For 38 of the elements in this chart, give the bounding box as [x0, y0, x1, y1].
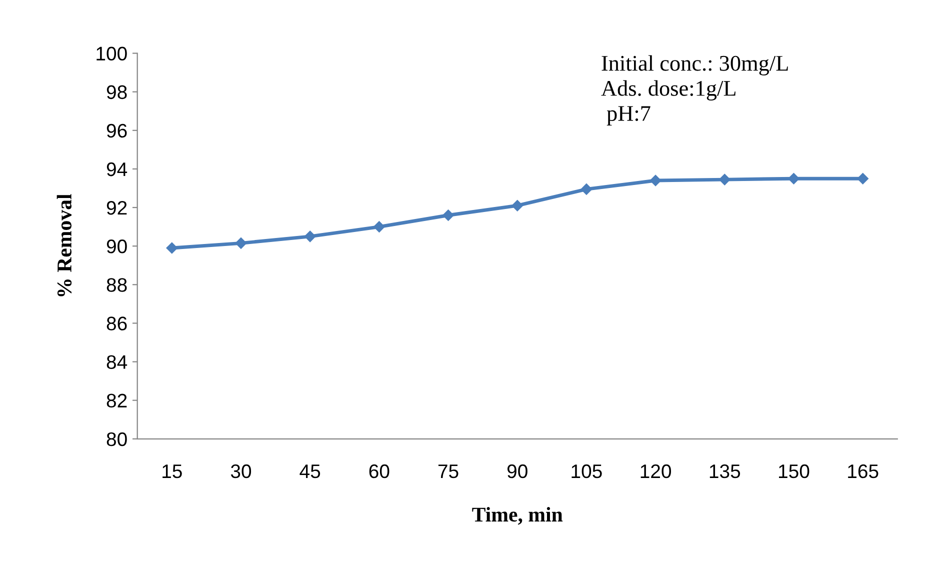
x-tick-label: 75 — [438, 464, 458, 478]
x-tick-label: 30 — [230, 464, 252, 478]
y-tick-label: 90 — [106, 240, 127, 254]
y-tick-label: 92 — [106, 200, 127, 215]
point — [857, 172, 868, 184]
point — [304, 230, 316, 242]
x-tick-label: 105 — [572, 464, 602, 478]
point — [650, 174, 662, 186]
point — [512, 200, 523, 212]
x-tick-label: 90 — [507, 464, 528, 478]
point — [788, 172, 800, 184]
y-tick-label: 94 — [106, 162, 128, 176]
x-tick-label: 150 — [779, 464, 810, 478]
point — [442, 210, 454, 221]
x-tick-label: 45 — [300, 464, 320, 478]
x-axis-title: Time, min — [472, 507, 563, 525]
y-tick-label: 80 — [106, 432, 127, 446]
y-tick-label: 86 — [106, 316, 127, 330]
x-tick-label: 135 — [710, 464, 740, 478]
annotation: pH:7 — [606, 106, 650, 126]
annotation: Ads. dose:1g/L — [601, 80, 736, 100]
y-tick-label: 84 — [106, 355, 128, 369]
y-tick-label: 88 — [106, 278, 127, 292]
point — [374, 221, 385, 232]
point — [166, 242, 178, 254]
x-tick-label: 15 — [162, 464, 182, 478]
y-tick-label: 98 — [106, 85, 127, 100]
x-tick-label: 120 — [640, 464, 672, 478]
y-tick-label: 96 — [106, 124, 127, 138]
x-tick-label: 60 — [369, 464, 390, 478]
y-tick-label: 100 — [96, 46, 127, 61]
annotation: Initial conc.: 30mg/L — [602, 55, 788, 76]
y-axis-title: % Removal — [56, 194, 72, 296]
x-tick-label: 165 — [848, 464, 878, 478]
point — [235, 238, 247, 249]
point — [580, 184, 592, 195]
point — [719, 174, 730, 186]
y-tick-label: 82 — [106, 394, 127, 408]
